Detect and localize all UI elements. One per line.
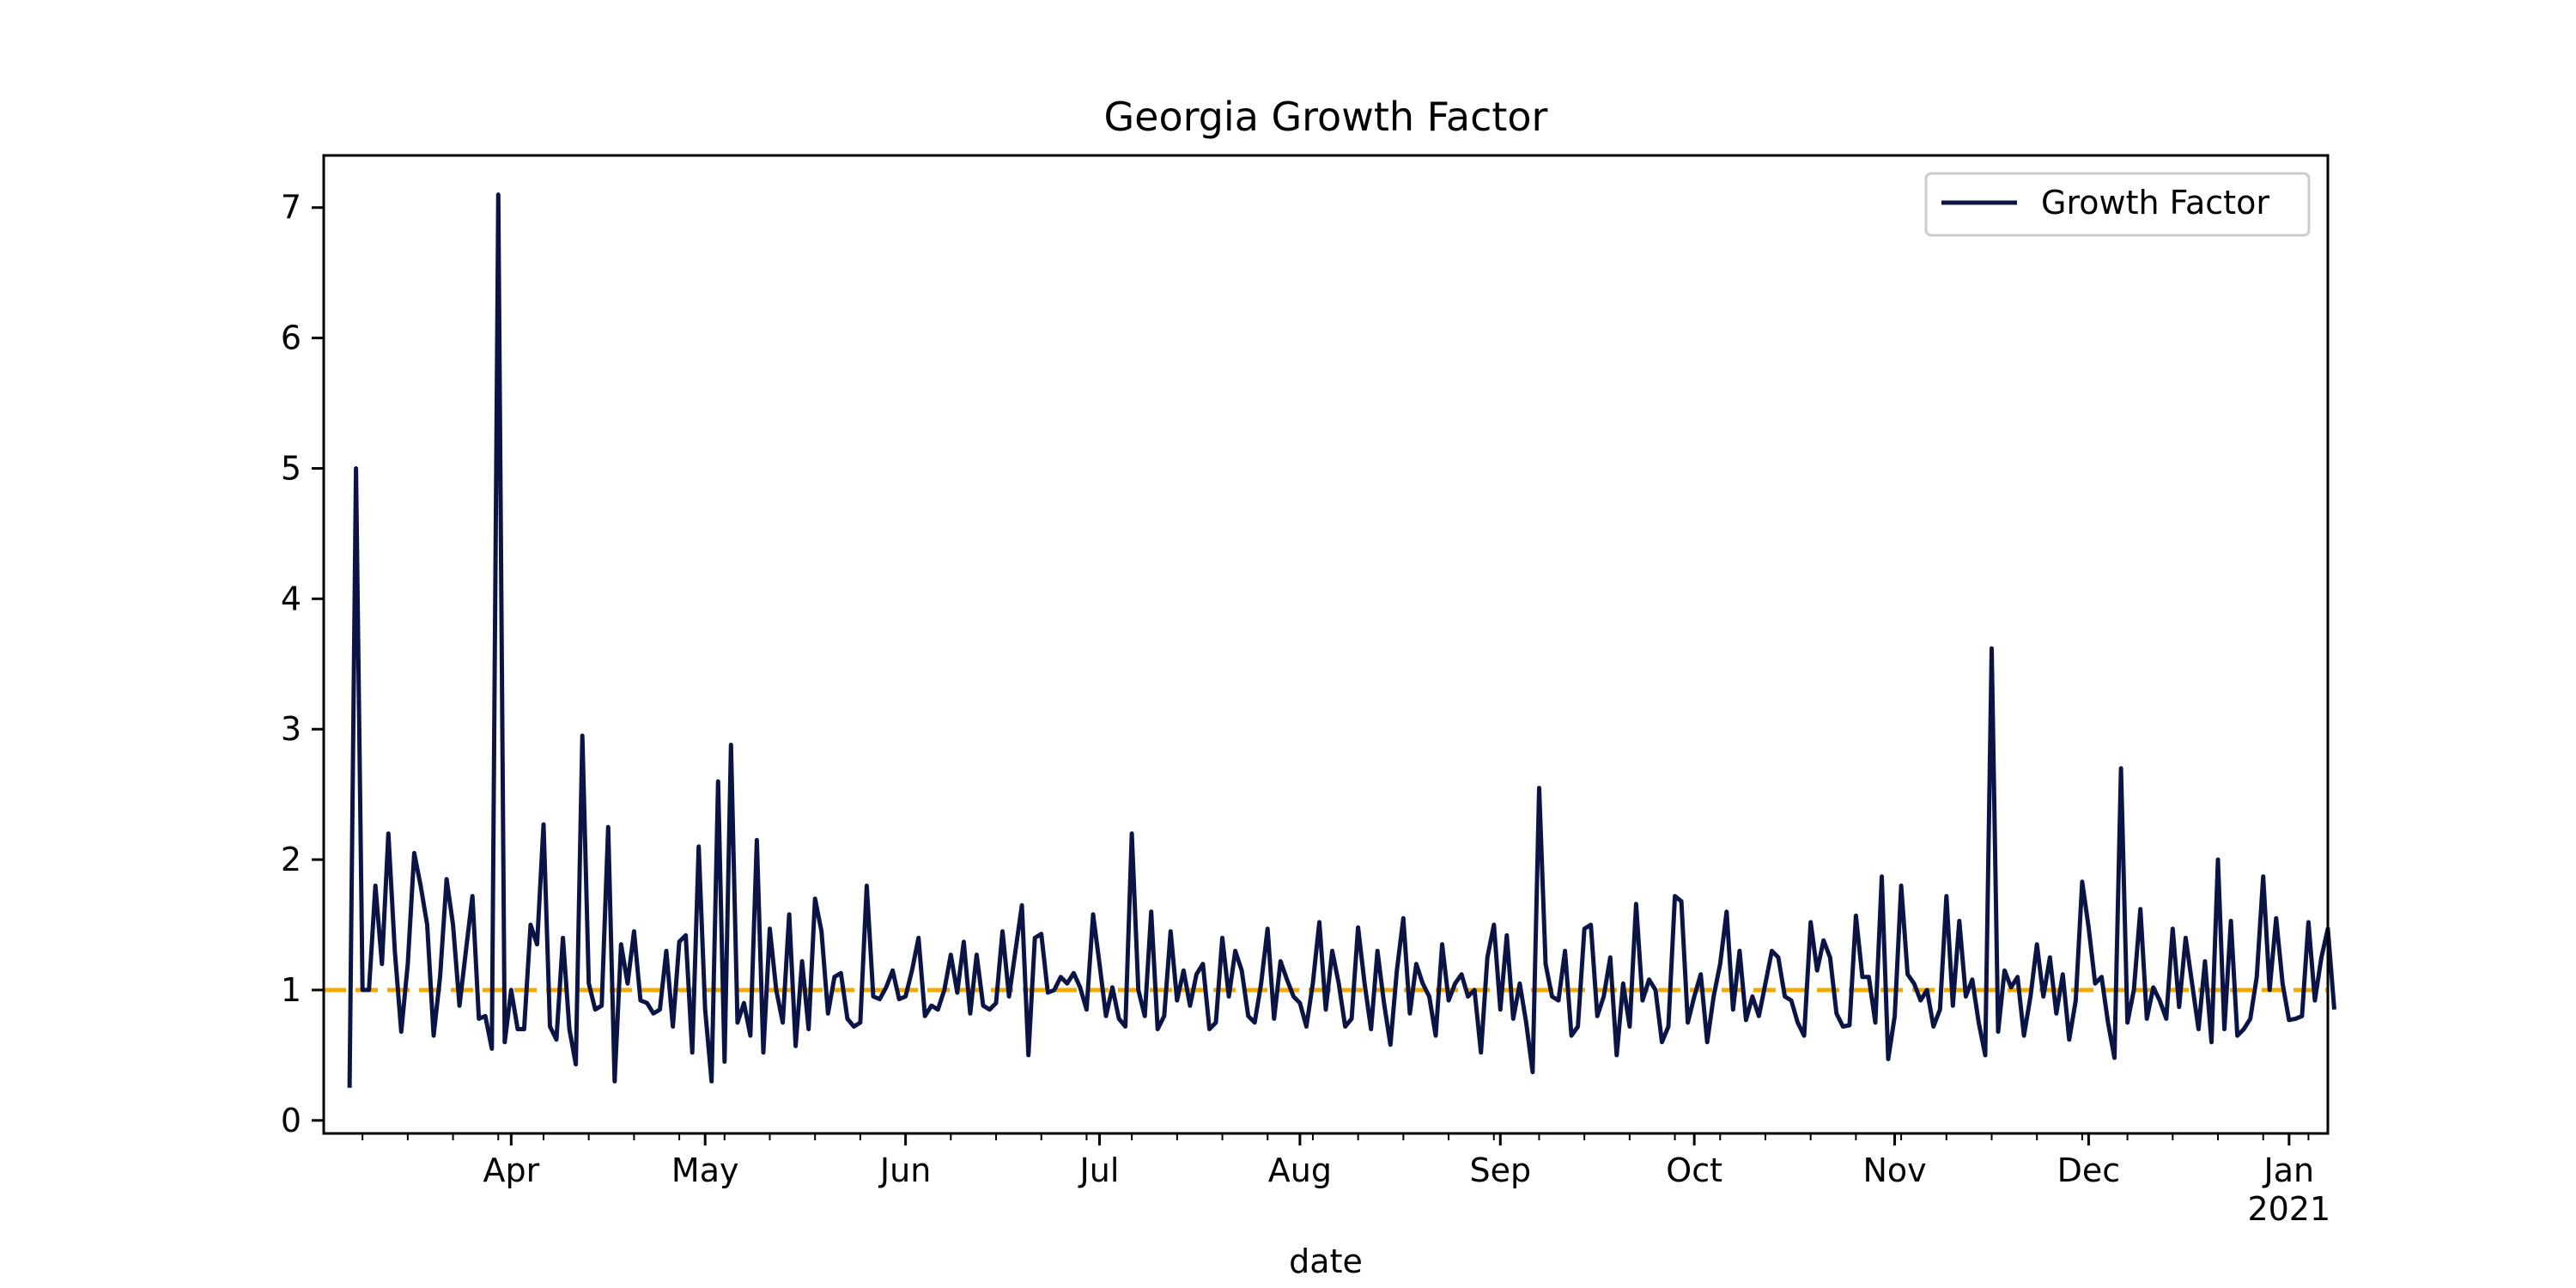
legend-label-growth-factor: Growth Factor [2041,184,2269,222]
x-tick-label: Apr [483,1151,539,1189]
y-tick-label: 3 [281,710,301,748]
x-tick-label: Jul [1078,1151,1120,1189]
series-layer [347,192,2336,1088]
y-tick-label: 1 [281,971,301,1009]
y-tick-label: 6 [281,319,301,357]
legend: Growth Factor [1924,172,2311,237]
y-tick-label: 2 [281,841,301,878]
y-tick-label: 5 [281,449,301,487]
y-axis: 0 1 2 3 4 5 6 7 [281,189,324,1139]
x-tick-label: Sep [1469,1151,1531,1189]
plot-area-frame [322,154,2330,1135]
y-tick-label: 0 [281,1102,301,1139]
x-tick-label: May [671,1151,739,1189]
x-tick-label: Jun [878,1151,931,1189]
series-line-growth-factor [347,192,2336,1088]
x-tick-sublabel: 2021 [2247,1190,2330,1228]
y-tick-label: 4 [281,580,301,617]
x-tick-label: Dec [2057,1151,2121,1189]
y-tick-label: 7 [281,189,301,227]
x-tick-label: Aug [1268,1151,1332,1189]
chart-title: Georgia Growth Factor [1104,94,1548,140]
legend-box [1924,172,2311,237]
x-tick-label: Nov [1862,1151,1926,1189]
x-axis-label: date [1289,1242,1363,1280]
x-tick-label: Jan [2263,1151,2315,1189]
x-tick-label: Oct [1666,1151,1722,1189]
